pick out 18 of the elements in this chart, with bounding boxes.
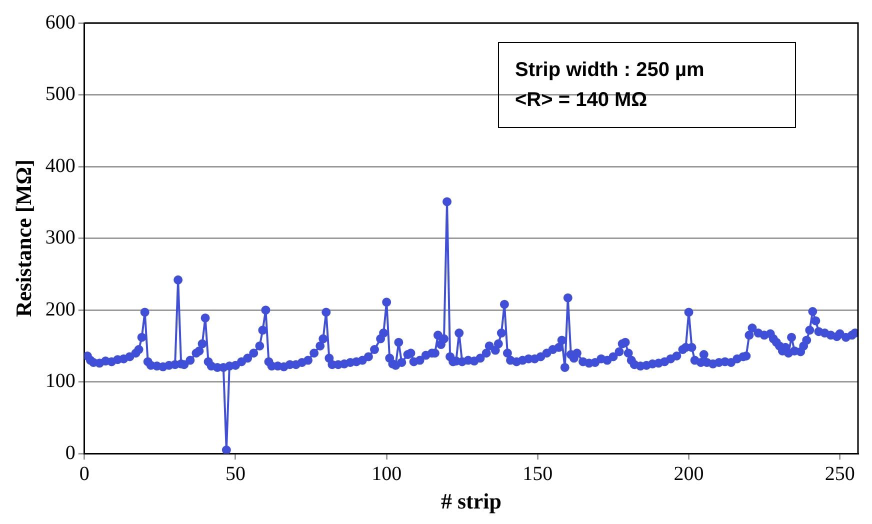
x-tick-label: 50	[225, 462, 246, 485]
y-tick-label: 0	[65, 442, 76, 464]
x-tick-label: 100	[372, 462, 402, 485]
note-box: Strip width : 250 µm <R> = 140 MΩ	[498, 42, 796, 128]
y-tick-label: 300	[45, 226, 76, 249]
annotation: <R> = 140 MΩ	[515, 88, 648, 113]
x-axis-title: # strip	[440, 488, 502, 514]
y-tick-label: 600	[45, 11, 76, 34]
annotation: Strip width : 250 µm	[515, 58, 706, 83]
y-tick-label: 200	[45, 298, 76, 320]
x-tick-label: 250	[824, 462, 855, 485]
y-tick-label: 400	[45, 154, 76, 177]
y-tick-label: 100	[45, 370, 76, 392]
y-tick-label: 500	[45, 83, 76, 106]
x-tick-label: 0	[79, 462, 90, 485]
y-axis-title: Resistance [MΩ]	[10, 160, 36, 318]
x-tick-label: 150	[522, 462, 553, 485]
x-tick-label: 200	[674, 462, 704, 485]
